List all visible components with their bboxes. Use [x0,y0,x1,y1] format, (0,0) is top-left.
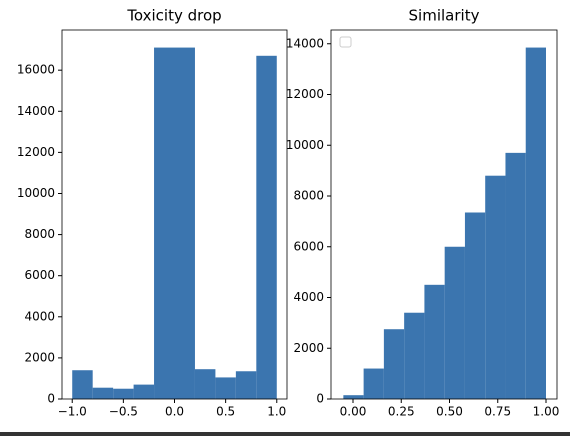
bar [464,212,486,399]
bar [92,387,114,399]
y-tick-label: 6000 [24,268,55,282]
bar [525,47,546,399]
y-tick-label: 12000 [17,145,55,159]
y-tick-label: 8000 [24,227,55,241]
bottom-border [0,432,570,436]
axes-frame [330,29,558,400]
bar [343,395,364,399]
y-tick-label: 10000 [286,138,324,152]
bar [72,370,93,399]
bar [194,369,216,399]
y-tick-label: 12000 [286,87,324,101]
bar [383,329,405,399]
x-tick-label: 0.25 [388,405,415,419]
x-tick-label: 0.00 [340,405,367,419]
bar [424,284,445,399]
x-tick-label: 1.0 [267,405,286,419]
x-tick-label: 0.50 [436,405,463,419]
x-tick-label: 0.75 [484,405,511,419]
y-tick-label: 0 [47,392,55,406]
bar [235,371,257,399]
bar [505,152,526,399]
chart-title: Toxicity drop [126,7,221,25]
chart-title: Similarity [409,7,480,25]
y-tick-label: 14000 [286,36,324,50]
bar [154,47,175,399]
x-tick-label: 0.0 [165,405,184,419]
bar [113,388,134,399]
y-tick-label: 10000 [17,186,55,200]
bar [133,384,155,399]
y-tick-label: 14000 [17,104,55,118]
y-tick-label: 16000 [17,63,55,77]
bar [363,368,384,399]
x-tick-label: 1.00 [533,405,560,419]
y-tick-label: 4000 [293,290,324,304]
y-tick-label: 0 [316,392,324,406]
bar [404,312,425,399]
y-tick-label: 6000 [293,239,324,253]
y-tick-label: 2000 [24,350,55,364]
bar [444,246,465,399]
empty-legend [339,36,352,48]
x-tick-label: −1.0 [58,405,87,419]
bar [256,55,277,399]
y-tick-label: 2000 [293,341,324,355]
bar [174,47,195,399]
y-tick-label: 4000 [24,309,55,323]
y-tick-label: 8000 [293,189,324,203]
bar [485,175,506,399]
x-tick-label: 0.5 [216,405,235,419]
x-tick-label: −0.5 [109,405,138,419]
bar [215,377,236,399]
